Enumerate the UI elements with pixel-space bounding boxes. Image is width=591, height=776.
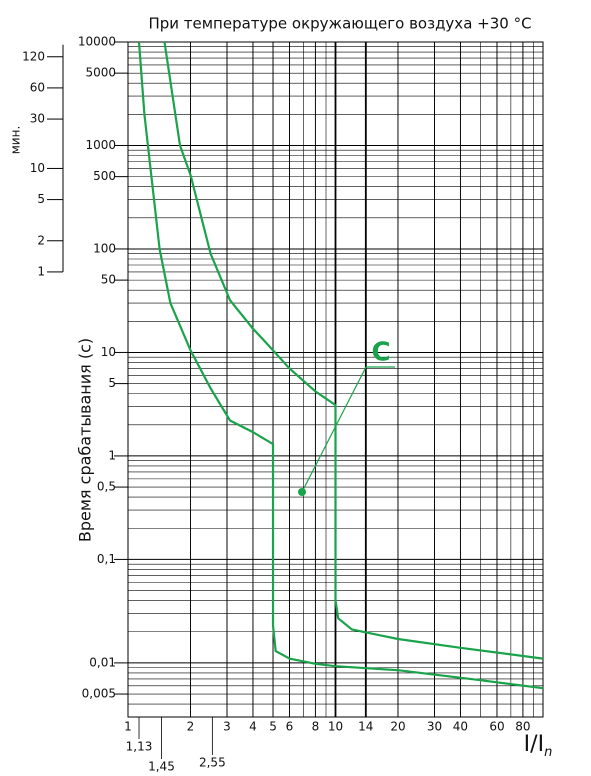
minutes-label: мин. (9, 126, 23, 155)
chart-title: При температуре окружающего воздуха +30 … (148, 15, 531, 33)
y-tick-label: 10000 (78, 35, 116, 49)
curve (137, 41, 544, 690)
y-axis-label: Время срабатывания (с) (76, 338, 95, 542)
y-tick-label: 10 (101, 345, 116, 359)
y-tick-label: 0,005 (82, 687, 116, 701)
y-tick-label: 0,01 (89, 655, 116, 669)
y-tick-label: 50 (101, 273, 116, 287)
x-tick-label: 14 (358, 720, 373, 734)
annotation-dot (298, 488, 306, 496)
x-tick-label: 60 (489, 720, 504, 734)
x-tick-label: 4 (249, 720, 257, 734)
x-tick-label: 1 (124, 720, 132, 734)
y-tick-label: 0,5 (97, 480, 116, 494)
x-tick-label: 3 (223, 720, 231, 734)
x-tick-label: 30 (427, 720, 442, 734)
x-tick-label: 80 (515, 720, 530, 734)
x-tick-label: 2 (187, 720, 195, 734)
x-axis-label-sub: n (544, 745, 552, 760)
x-axis-label-main: I/I (524, 732, 544, 757)
x-tick-label: 20 (390, 720, 405, 734)
annotation: C (371, 338, 390, 368)
minute-tick-label: 60 (30, 80, 45, 94)
minute-tick-label: 120 (22, 49, 45, 63)
x-tick-label: 6 (286, 720, 294, 734)
minute-tick-label: 2 (37, 233, 45, 247)
x-extra-tick-label: 1,13 (126, 740, 153, 754)
y-tick-label: 100 (93, 241, 116, 255)
minute-tick-label: 1 (37, 264, 45, 278)
x-extra-tick-label: 2,55 (199, 756, 226, 770)
y-tick-label: 1 (108, 448, 116, 462)
y-tick-label: 5 (108, 376, 116, 390)
x-axis-label: I/In (524, 732, 553, 760)
y-tick-label: 1000 (85, 138, 116, 152)
y-tick-label: 0,1 (97, 552, 116, 566)
minute-tick-label: 10 (30, 161, 45, 175)
minute-tick-label: 5 (37, 192, 45, 206)
y-tick-label: 5000 (85, 66, 116, 80)
x-extra-tick-label: 1,45 (148, 760, 175, 774)
minute-tick-label: 30 (30, 112, 45, 126)
curve (163, 41, 544, 660)
x-tick-label: 10 (328, 720, 343, 734)
x-tick-label: 40 (453, 720, 468, 734)
x-tick-label: 8 (312, 720, 320, 734)
y-tick-label: 500 (93, 169, 116, 183)
x-tick-label: 5 (269, 720, 277, 734)
annotation-leader (301, 366, 367, 493)
